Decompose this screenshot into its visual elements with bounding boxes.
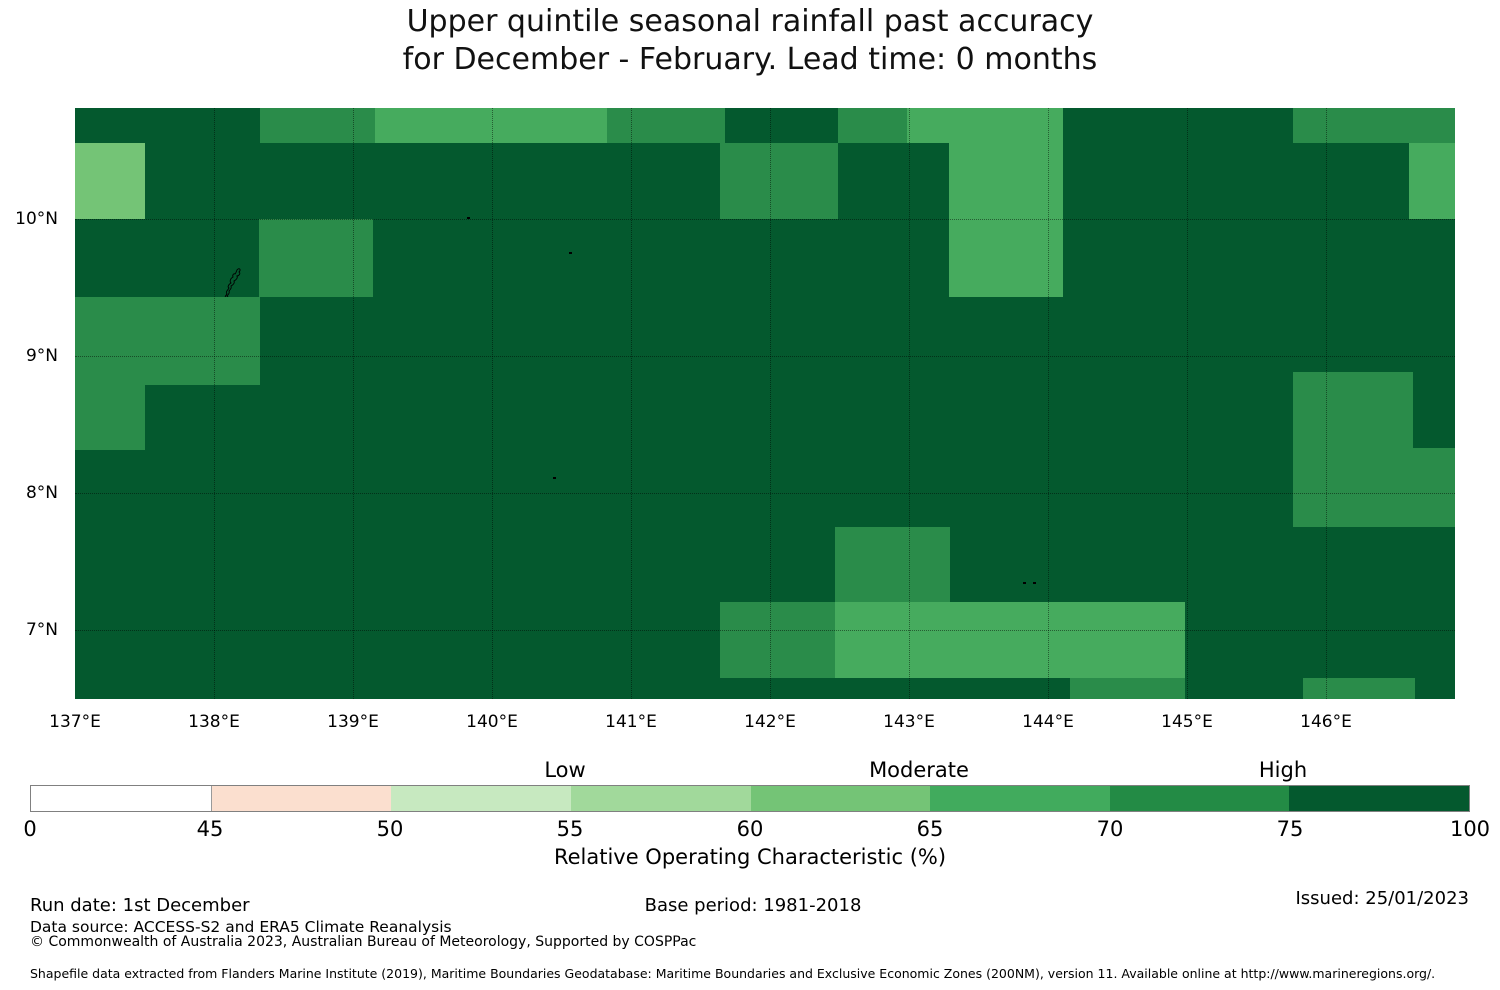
lon-gridline [1326,108,1327,699]
x-tick-label: 143°E [883,712,935,732]
map-cell [835,527,950,602]
colorbar-tick-label: 70 [1096,817,1124,841]
chart-title: Upper quintile seasonal rainfall past ac… [0,3,1500,79]
lon-gridline [492,108,493,699]
map-cell [1413,448,1455,527]
map-cell [259,219,373,297]
yap-island-outline [224,268,241,302]
map-cell [1293,108,1455,143]
map-cell [75,385,145,450]
x-tick-label: 141°E [605,712,657,732]
footer-issued: Issued: 25/01/2023 [1295,888,1469,909]
y-tick-label: 10°N [15,209,58,229]
map-cell [75,143,145,219]
lat-gridline [75,630,1455,631]
lat-gridline [75,219,1455,220]
island-dot [569,252,572,254]
map-cell [1070,678,1185,699]
colorbar-tick-label: 55 [556,817,584,841]
map-cell [838,108,907,143]
colorbar-tick-label: 65 [916,817,944,841]
colorbar-tick-label: 50 [376,817,404,841]
colorbar-segment [1289,786,1469,811]
map-area [75,108,1455,699]
colorbar-tick-label: 60 [736,817,764,841]
colorbar-segment [210,786,392,811]
map-cell [949,219,1063,297]
map-cell [949,143,1063,219]
island-dot [553,477,556,479]
lon-gridline [1187,108,1188,699]
colorbar-segment [750,786,931,811]
map-cell [720,143,838,219]
colorbar-segment [1109,786,1290,811]
map-cell [260,108,375,143]
x-tick-label: 144°E [1022,712,1074,732]
map-cell [835,602,1185,678]
x-tick-label: 142°E [744,712,796,732]
x-tick-label: 138°E [188,712,240,732]
colorbar-segment [570,786,751,811]
x-tick-label: 137°E [49,712,101,732]
chart-title-line2: for December - February. Lead time: 0 mo… [402,42,1098,77]
y-tick-label: 8°N [25,483,58,503]
chart-title-line1: Upper quintile seasonal rainfall past ac… [406,4,1094,39]
colorbar-tick-label: 45 [196,817,224,841]
lon-gridline [909,108,910,699]
lat-gridline [75,356,1455,357]
colorbar-segment [930,786,1110,811]
x-tick-label: 140°E [466,712,518,732]
map-cell [1303,678,1415,699]
lon-gridline [770,108,771,699]
colorbar-tick-label: 75 [1276,817,1304,841]
map-cell [720,602,835,678]
y-tick-label: 7°N [25,620,58,640]
map-cell [907,108,1063,143]
island-dot [1033,582,1036,584]
map-cell [1293,372,1413,527]
colorbar-tick-label: 0 [23,817,37,841]
x-tick-label: 146°E [1300,712,1352,732]
colorbar-tick-label: 100 [1449,817,1491,841]
colorbar [30,785,1470,812]
lon-gridline [1048,108,1049,699]
colorbar-segment [31,786,211,811]
footer-copyright: © Commonwealth of Australia 2023, Austra… [30,934,697,950]
footer-shapefile-note: Shapefile data extracted from Flanders M… [30,966,1436,981]
colorbar-axis-label: Relative Operating Characteristic (%) [553,845,947,869]
legend-label-high: High [1258,758,1308,782]
legend-label-low: Low [544,758,586,782]
x-tick-label: 145°E [1161,712,1213,732]
map-cell [1409,143,1455,219]
legend-label-moderate: Moderate [869,758,969,782]
lon-gridline [214,108,215,699]
footer-data-source: Data source: ACCESS-S2 and ERA5 Climate … [30,918,452,936]
island-dot [467,217,470,219]
x-tick-label: 139°E [327,712,379,732]
y-tick-label: 9°N [25,346,58,366]
lon-gridline [353,108,354,699]
footer-run-date: Run date: 1st December [30,895,250,916]
map-cell [607,108,725,143]
colorbar-segment [391,786,571,811]
lat-gridline [75,493,1455,494]
map-cell [75,297,260,385]
footer-base-period: Base period: 1981-2018 [644,895,862,916]
lon-gridline [631,108,632,699]
map-cell [375,108,607,143]
island-dot [1023,582,1026,584]
